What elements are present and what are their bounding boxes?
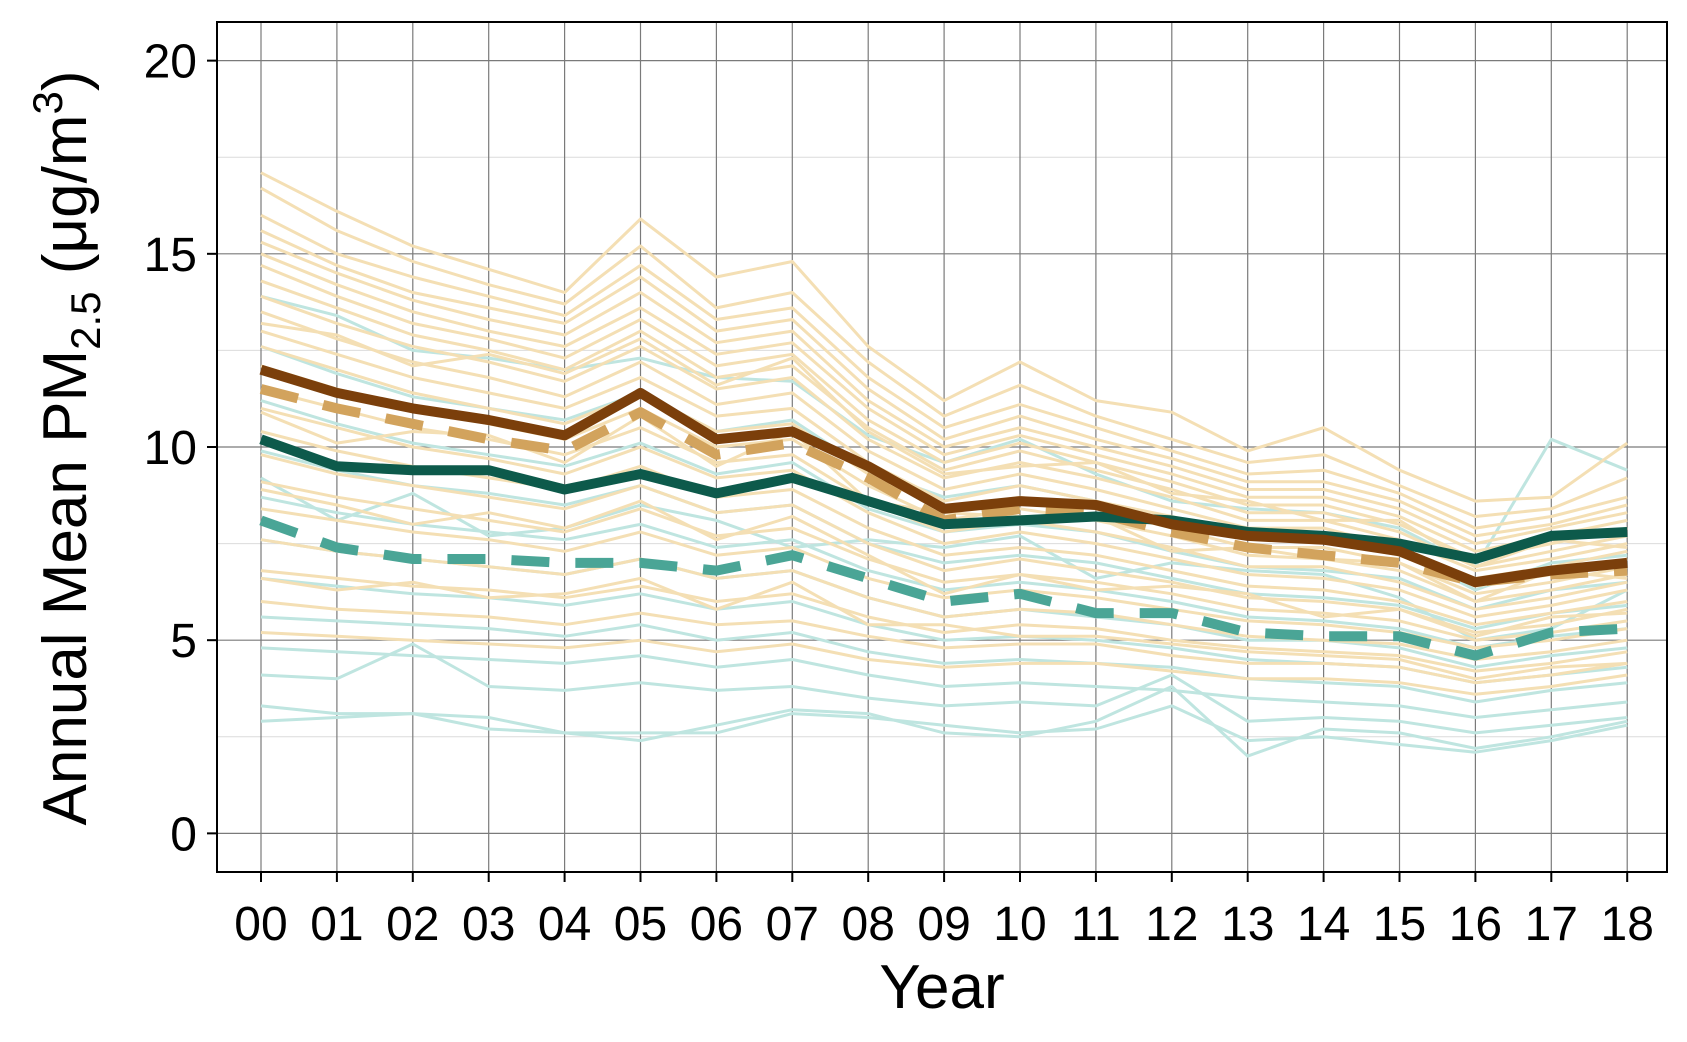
series-line-teal-solid — [259, 434, 1628, 564]
y-axis-title-superscript: 3 — [24, 91, 71, 114]
background-line-tan — [260, 279, 1628, 569]
x-tick-label: 16 — [1449, 898, 1502, 951]
background-line-tan — [260, 321, 1628, 569]
y-axis-title-unit-open: (μg/m — [31, 115, 100, 292]
background-line-cyan — [260, 495, 1628, 650]
background-line-tan — [260, 171, 1629, 503]
background-line-cyan — [260, 476, 1628, 642]
x-tick-label: 18 — [1601, 898, 1654, 951]
background-line-cyan — [260, 704, 1628, 754]
background-line-tan — [260, 229, 1628, 538]
x-tick-label: 00 — [234, 898, 287, 951]
x-tick-label: 07 — [766, 898, 819, 951]
background-line-tan — [260, 252, 1628, 553]
series-line-teal-dashed — [259, 515, 1628, 661]
background-line-tan — [260, 576, 1628, 681]
y-axis-title-unit-close: ) — [31, 71, 100, 92]
main-series-lines — [259, 364, 1628, 661]
x-tick-label: 10 — [993, 898, 1046, 951]
x-tick-label: 11 — [1071, 898, 1121, 951]
y-tick-label: 20 — [144, 36, 197, 89]
x-tick-label: 17 — [1525, 898, 1578, 951]
x-tick-label: 06 — [690, 898, 743, 951]
background-line-tan — [260, 480, 1628, 642]
series-line-brown-solid — [259, 364, 1628, 588]
background-line-tan — [260, 631, 1628, 696]
x-tick-label: 05 — [614, 898, 667, 951]
y-tick-label: 15 — [144, 229, 197, 282]
background-line-tan — [260, 264, 1628, 561]
x-tick-label: 12 — [1145, 898, 1198, 951]
background-line-tan — [260, 387, 1628, 611]
background-line-tan — [260, 600, 1628, 685]
background-line-tan — [260, 240, 1628, 546]
x-axis-title: Year — [879, 953, 1004, 1022]
background-line-tan — [260, 406, 1628, 619]
y-tick-label: 10 — [144, 422, 197, 475]
x-tick-label: 09 — [917, 898, 970, 951]
x-tick-label: 14 — [1297, 898, 1350, 951]
y-axis-title: Annual Mean PM2.5 (μg/m3) — [24, 71, 109, 826]
y-tick-label: 5 — [170, 615, 197, 668]
background-line-cyan — [260, 685, 1628, 758]
x-tick-label: 02 — [386, 898, 439, 951]
background-line-cyan — [260, 642, 1628, 735]
background-line-tan — [260, 488, 1628, 638]
y-axis-title-prefix: Annual Mean PM — [31, 350, 100, 826]
background-line-cyan — [260, 449, 1628, 631]
background-line-cyan — [260, 615, 1628, 704]
x-tick-label: 08 — [842, 898, 895, 951]
x-tick-label: 04 — [538, 898, 591, 951]
background-line-tan — [260, 186, 1628, 518]
background-line-tan — [260, 213, 1628, 530]
background-line-tan — [260, 569, 1628, 673]
background-series-lines — [260, 171, 1629, 758]
background-line-tan — [260, 538, 1628, 661]
x-tick-label: 03 — [462, 898, 515, 951]
x-tick-label: 01 — [310, 898, 363, 951]
y-tick-label: 0 — [170, 808, 197, 861]
x-tick-label: 13 — [1221, 898, 1274, 951]
y-axis-title-subscript: 2.5 — [62, 291, 109, 349]
x-tick-label: 15 — [1373, 898, 1426, 951]
background-line-tan — [260, 430, 1628, 627]
background-line-cyan — [260, 646, 1628, 719]
